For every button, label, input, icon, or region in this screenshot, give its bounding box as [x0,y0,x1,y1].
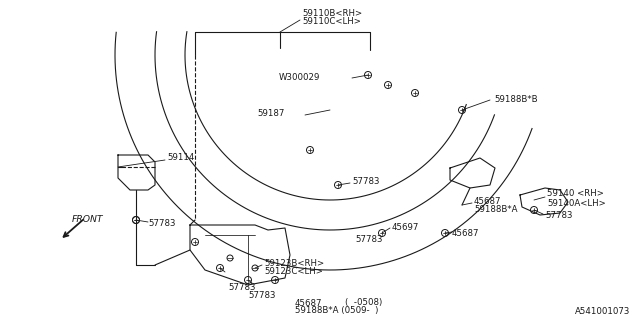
Text: 59140 <RH>: 59140 <RH> [547,189,604,198]
Text: 45697: 45697 [392,223,419,233]
Text: 59187: 59187 [258,108,285,117]
Text: A541001073: A541001073 [575,308,630,316]
Text: 59110C<LH>: 59110C<LH> [302,18,361,27]
Text: 57783: 57783 [355,236,383,244]
Text: 57783: 57783 [352,178,380,187]
Text: 59114: 59114 [167,154,195,163]
Text: 57783: 57783 [228,283,255,292]
Text: 45687: 45687 [295,299,323,308]
Text: 59123B<RH>: 59123B<RH> [264,259,324,268]
Text: 57783: 57783 [248,291,275,300]
Text: 59140A<LH>: 59140A<LH> [547,198,605,207]
Text: (  -0508): ( -0508) [345,299,382,308]
Text: 59188B*A (0509-  ): 59188B*A (0509- ) [295,307,378,316]
Text: 57783: 57783 [545,211,573,220]
Text: FRONT: FRONT [72,215,104,225]
Text: 59188B*A: 59188B*A [474,205,518,214]
Text: 45687: 45687 [474,196,502,205]
Text: 57783: 57783 [148,219,175,228]
Text: 45687: 45687 [452,228,479,237]
Text: 59123C<LH>: 59123C<LH> [264,268,323,276]
Text: 59110B<RH>: 59110B<RH> [302,10,362,19]
Text: W300029: W300029 [278,74,320,83]
Text: 59188B*B: 59188B*B [494,94,538,103]
